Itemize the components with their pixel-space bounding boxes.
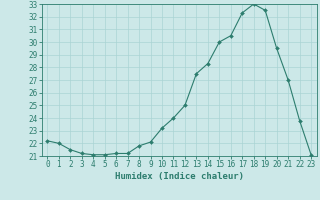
X-axis label: Humidex (Indice chaleur): Humidex (Indice chaleur) [115, 172, 244, 181]
